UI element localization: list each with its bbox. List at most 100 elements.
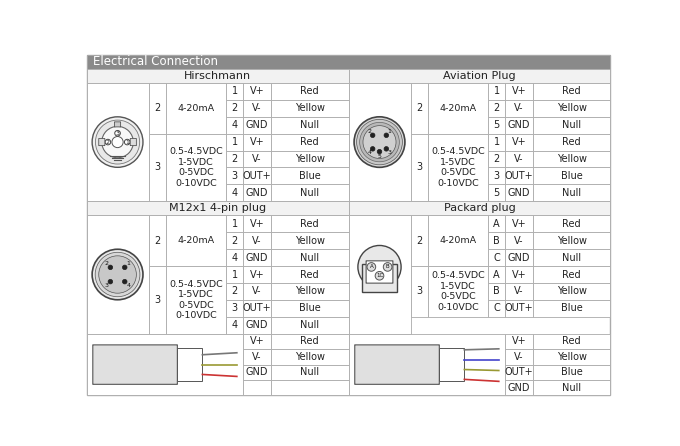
Text: Null: Null: [300, 188, 320, 198]
Text: 1: 1: [231, 219, 237, 229]
Text: V+: V+: [250, 86, 265, 96]
Bar: [226, 83, 243, 100]
Circle shape: [122, 265, 127, 270]
Bar: [488, 283, 505, 300]
Bar: [533, 364, 611, 380]
Circle shape: [363, 126, 396, 158]
Text: A: A: [493, 219, 500, 229]
Bar: [271, 100, 348, 117]
Text: 0.5-4.5VDC
1-5VDC
0-5VDC
0-10VDC: 0.5-4.5VDC 1-5VDC 0-5VDC 0-10VDC: [431, 147, 485, 188]
Bar: [86, 215, 148, 334]
Bar: [243, 283, 271, 300]
Text: V+: V+: [250, 269, 265, 280]
Circle shape: [105, 139, 111, 145]
Text: GND: GND: [245, 252, 269, 263]
Bar: [488, 300, 505, 317]
Text: Packard plug: Packard plug: [443, 203, 515, 213]
Bar: [428, 215, 488, 266]
Text: Red: Red: [562, 336, 581, 347]
Circle shape: [112, 136, 123, 148]
Bar: [362, 264, 397, 292]
Circle shape: [356, 120, 403, 165]
Bar: [505, 184, 533, 201]
Text: V-: V-: [514, 352, 524, 362]
Bar: [488, 215, 505, 232]
Text: C: C: [493, 252, 500, 263]
Circle shape: [122, 279, 127, 284]
Text: 1: 1: [231, 269, 237, 280]
Bar: [505, 151, 533, 168]
Text: V-: V-: [252, 286, 262, 297]
Bar: [411, 83, 428, 134]
Bar: [271, 334, 348, 349]
Text: Yellow: Yellow: [294, 235, 325, 246]
Text: Null: Null: [300, 252, 320, 263]
Bar: [243, 83, 271, 100]
Bar: [86, 201, 348, 215]
Bar: [439, 348, 464, 381]
Text: Red: Red: [301, 336, 319, 347]
FancyBboxPatch shape: [355, 345, 439, 384]
Bar: [86, 69, 348, 83]
Bar: [488, 266, 505, 283]
Bar: [428, 83, 488, 134]
Text: M12x1 4-pin plug: M12x1 4-pin plug: [169, 203, 266, 213]
Text: 4: 4: [231, 120, 237, 130]
Circle shape: [371, 147, 375, 151]
Bar: [533, 100, 611, 117]
Text: V+: V+: [511, 336, 526, 347]
Text: V+: V+: [250, 336, 265, 347]
Circle shape: [102, 126, 133, 158]
Text: 4: 4: [231, 320, 237, 330]
Circle shape: [95, 252, 140, 297]
Bar: [488, 249, 505, 266]
Bar: [533, 83, 611, 100]
Bar: [533, 349, 611, 364]
Text: 2: 2: [494, 103, 500, 113]
Bar: [226, 215, 243, 232]
Text: 4-20mA: 4-20mA: [439, 236, 476, 245]
Bar: [271, 364, 348, 380]
Text: Red: Red: [301, 86, 319, 96]
Text: 3: 3: [154, 295, 160, 305]
Bar: [533, 215, 611, 232]
Bar: [428, 134, 488, 201]
Bar: [226, 184, 243, 201]
Circle shape: [92, 117, 143, 167]
Bar: [86, 55, 611, 69]
Circle shape: [375, 272, 384, 280]
Text: V+: V+: [250, 219, 265, 229]
FancyBboxPatch shape: [131, 139, 137, 145]
Bar: [148, 134, 166, 201]
Bar: [411, 266, 428, 317]
Text: Null: Null: [562, 383, 581, 392]
Text: V-: V-: [252, 154, 262, 164]
Bar: [533, 117, 611, 134]
Text: OUT+: OUT+: [243, 303, 271, 314]
Text: Null: Null: [562, 120, 581, 130]
Text: 4: 4: [231, 252, 237, 263]
Bar: [505, 334, 533, 349]
Circle shape: [99, 256, 137, 293]
Text: GND: GND: [245, 320, 269, 330]
Circle shape: [95, 120, 139, 164]
Circle shape: [354, 117, 405, 167]
Bar: [166, 134, 226, 201]
Text: Yellow: Yellow: [557, 352, 587, 362]
Text: 4: 4: [126, 283, 131, 288]
Circle shape: [358, 245, 401, 289]
Circle shape: [108, 265, 113, 270]
Bar: [271, 349, 348, 364]
Text: Yellow: Yellow: [294, 352, 325, 362]
Text: A: A: [493, 269, 500, 280]
Text: Red: Red: [562, 137, 581, 147]
Text: C: C: [493, 303, 500, 314]
Text: 3: 3: [231, 303, 237, 314]
Text: Red: Red: [562, 269, 581, 280]
Text: Red: Red: [301, 269, 319, 280]
Text: Blue: Blue: [561, 368, 583, 377]
Bar: [533, 380, 611, 396]
Text: V-: V-: [252, 352, 262, 362]
FancyBboxPatch shape: [99, 139, 105, 145]
Bar: [411, 134, 428, 201]
